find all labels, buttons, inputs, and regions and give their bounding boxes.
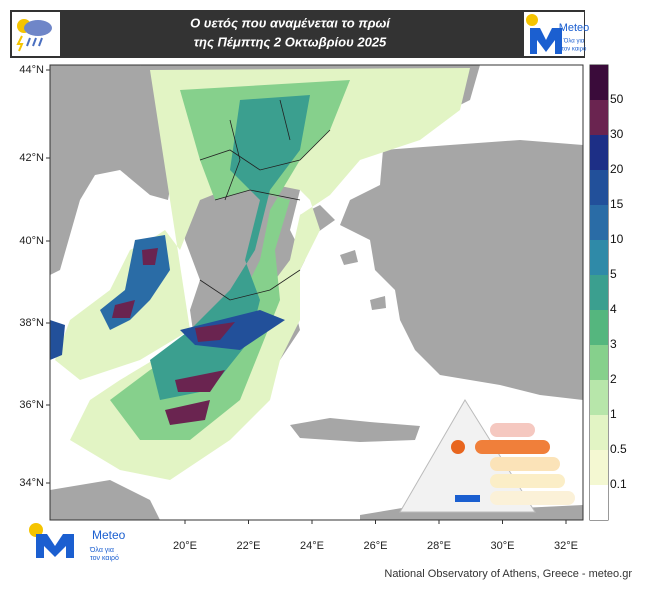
lat-label: 40°N (19, 235, 44, 247)
colorbar-swatch (590, 380, 608, 415)
colorbar-swatch (590, 485, 608, 520)
logo-tagline: τον καιρό (562, 46, 587, 53)
credit: National Observatory of Athens, Greece -… (384, 568, 632, 580)
colorbar-swatch (590, 170, 608, 205)
borders (199, 99, 331, 301)
colorbar-label: 0.1 (610, 477, 627, 491)
footer-logo-tagline: τον καιρό (90, 554, 119, 562)
colorbar-label: 50 (610, 92, 624, 106)
lat-label: 38°N (19, 317, 44, 329)
lon-label: 20°E (173, 540, 197, 552)
colorbar-swatch (590, 65, 608, 100)
map (50, 65, 583, 520)
footer-logo (29, 523, 74, 558)
colorbar-swatch (590, 310, 608, 345)
colorbar-swatch (590, 205, 608, 240)
colorbar-label: 20 (610, 162, 624, 176)
lon-label: 28°E (427, 540, 451, 552)
lat-label: 42°N (19, 152, 44, 164)
colorbar-label: 15 (610, 197, 624, 211)
colorbar-swatch (590, 135, 608, 170)
colorbar-label: 4 (610, 302, 617, 316)
lon-label: 30°E (491, 540, 515, 552)
colorbar-swatch (590, 450, 608, 485)
colorbar-label: 2 (610, 372, 617, 386)
colorbar-swatch (590, 415, 608, 450)
title-line: Ο υετός που αναμένεται το πρωί (190, 15, 391, 30)
inset-warning-scale (399, 399, 575, 513)
colorbar-label: 3 (610, 337, 617, 351)
precipitation (50, 68, 470, 480)
lon-label: 24°E (300, 540, 324, 552)
lat-label: 36°N (19, 399, 44, 411)
colorbar-label: 10 (610, 232, 624, 246)
footer-logo-name: Meteo (92, 528, 126, 542)
footer-logo-tagline: Όλα για (89, 547, 114, 554)
lon-label: 32°E (554, 540, 578, 552)
colorbar-swatch (590, 240, 608, 275)
map-frame (49, 64, 584, 521)
colorbar-swatch (590, 100, 608, 135)
logo-tagline: Όλα για (563, 39, 585, 45)
colorbar-label: 0.5 (610, 442, 627, 456)
logo-mark (526, 14, 562, 54)
lat-label: 44°N (19, 64, 44, 76)
logo-name: Meteo (559, 22, 590, 34)
title-line: της Πέμπτης 2 Οκτωβρίου 2025 (194, 34, 387, 49)
colorbar-swatch (590, 275, 608, 310)
lon-label: 22°E (237, 540, 261, 552)
header-bar (10, 10, 585, 58)
lat-label: 34°N (19, 477, 44, 489)
colorbar-label: 30 (610, 127, 624, 141)
weather-icon (16, 19, 52, 52)
colorbar-label: 1 (610, 407, 617, 421)
colorbar-swatch (590, 345, 608, 380)
lon-label: 26°E (364, 540, 388, 552)
colorbar-label: 5 (610, 267, 617, 281)
